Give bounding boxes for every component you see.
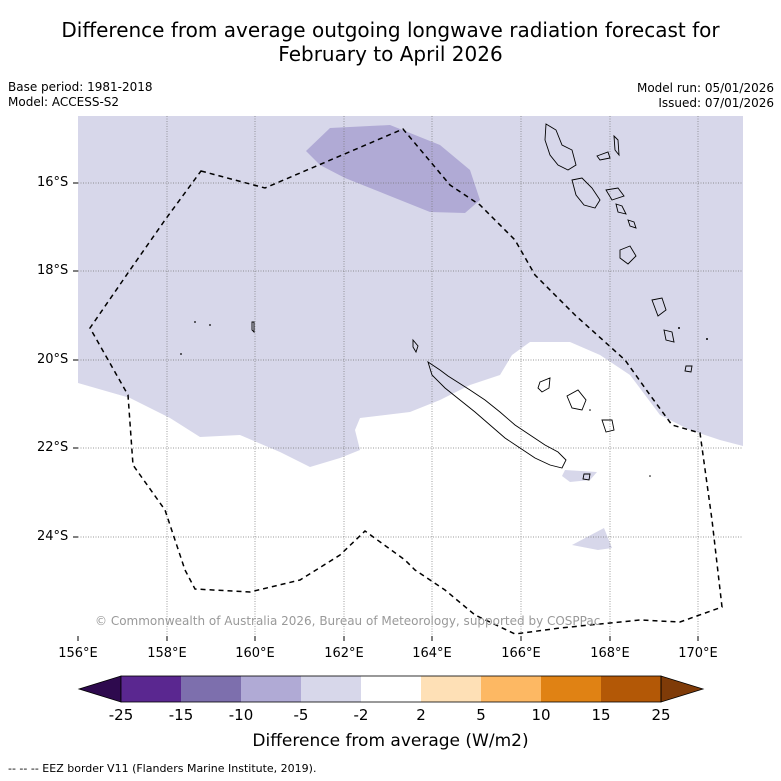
islet-outline [251, 321, 255, 334]
anomaly-patch-2 [572, 528, 612, 550]
new-caledonia-island [427, 360, 567, 469]
colorbar-frame [120, 675, 662, 703]
colorbar-segment [241, 676, 301, 702]
colorbar-title: Difference from average (W/m2) [252, 731, 529, 751]
lon-label: 164°E [412, 646, 452, 661]
title-line-2: February to April 2026 [278, 42, 503, 66]
colorbar [77, 675, 705, 703]
lon-label: 168°E [590, 646, 630, 661]
vanuatu-islands [544, 123, 693, 373]
eez-border [89, 128, 723, 635]
colorbar-tick: -10 [228, 706, 254, 724]
lon-label: 170°E [678, 646, 718, 661]
isle-of-pines [582, 473, 591, 481]
lat-label: 24°S [37, 529, 69, 544]
issued-text: Issued: 07/01/2026 [658, 96, 774, 110]
colorbar-segment [601, 676, 661, 702]
colorbar-segment [541, 676, 601, 702]
anomaly-region-medium [306, 125, 480, 213]
colorbar-tick: -25 [108, 706, 134, 724]
map-area [78, 116, 743, 636]
lon-label: 166°E [501, 646, 541, 661]
lat-label: 22°S [37, 440, 69, 455]
eez-footnote: -- -- -- EEZ border V11 (Flanders Marine… [8, 762, 317, 775]
colorbar-segment [181, 676, 241, 702]
ticks [73, 182, 699, 641]
lat-label: 16°S [37, 175, 69, 190]
anomaly-region-light [78, 116, 743, 467]
model-info: Base period: 1981-2018 Model: ACCESS-S2 [8, 80, 153, 110]
colorbar-tick: 10 [531, 706, 551, 724]
loyalty-island-1 [537, 377, 551, 393]
map-title: Difference from average outgoing longwav… [0, 18, 781, 66]
lon-label: 158°E [147, 646, 187, 661]
lat-label: 20°S [37, 352, 69, 367]
colorbar-tick: -15 [168, 706, 194, 724]
colorbar-tick: -5 [293, 706, 309, 724]
lon-label: 162°E [324, 646, 364, 661]
colorbar-segment [361, 676, 421, 702]
base-period-text: Base period: 1981-2018 [8, 80, 153, 94]
colorbar-extend-right [660, 675, 705, 703]
colorbar-segment [421, 676, 481, 702]
colorbar-segment [301, 676, 361, 702]
title-line-1: Difference from average outgoing longwav… [61, 18, 720, 42]
anomaly-patch-1 [562, 470, 597, 482]
colorbar-tick: -2 [353, 706, 369, 724]
copyright-text: © Commonwealth of Australia 2026, Bureau… [95, 614, 601, 628]
model-text: Model: ACCESS-S2 [8, 95, 120, 109]
lon-label: 160°E [235, 646, 275, 661]
colorbar-segment [481, 676, 541, 702]
loyalty-island-3 [601, 419, 615, 433]
colorbar-tick: 15 [591, 706, 611, 724]
colorbar-segment [121, 676, 181, 702]
colorbar-tick: 2 [416, 706, 426, 724]
colorbar-tick: 25 [651, 706, 671, 724]
loyalty-island-2 [566, 389, 587, 411]
belep-islands [412, 338, 419, 354]
run-info: Model run: 05/01/2026 Issued: 07/01/2026 [637, 81, 774, 111]
small-islets [180, 321, 708, 477]
gridlines [78, 116, 743, 636]
model-run-text: Model run: 05/01/2026 [636, 81, 774, 95]
colorbar-tick: 5 [476, 706, 486, 724]
lon-label: 156°E [58, 646, 98, 661]
lat-label: 18°S [37, 263, 69, 278]
colorbar-extend-left [77, 675, 122, 703]
